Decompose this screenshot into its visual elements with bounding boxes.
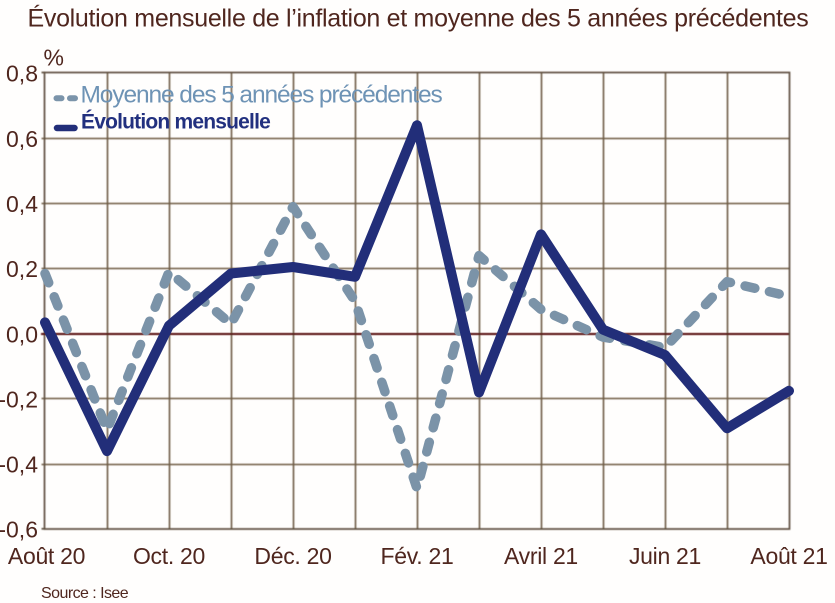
svg-text:%: % <box>44 45 64 71</box>
svg-text:Juin 21: Juin 21 <box>629 543 701 569</box>
svg-text:Fév. 21: Fév. 21 <box>381 543 454 569</box>
svg-text:Évolution mensuelle de l’infla: Évolution mensuelle de l’inflation et mo… <box>28 4 809 33</box>
svg-text:Déc. 20: Déc. 20 <box>254 543 331 569</box>
svg-text:0,4: 0,4 <box>6 191 38 217</box>
svg-text:Août 20: Août 20 <box>8 543 85 569</box>
svg-text:0,8: 0,8 <box>6 61 38 87</box>
svg-text:Avril 21: Avril 21 <box>504 543 578 569</box>
svg-text:-0,6: -0,6 <box>0 517 38 543</box>
svg-text:Août 21: Août 21 <box>750 543 827 569</box>
svg-text:0,2: 0,2 <box>6 256 38 282</box>
svg-text:Oct. 20: Oct. 20 <box>133 543 205 569</box>
svg-text:0,6: 0,6 <box>6 126 38 152</box>
svg-text:0,0: 0,0 <box>6 321 38 347</box>
svg-text:Évolution mensuelle: Évolution mensuelle <box>81 111 270 134</box>
svg-text:Moyenne des 5 années précédent: Moyenne des 5 années précédentes <box>81 82 443 109</box>
svg-text:-0,2: -0,2 <box>0 386 38 412</box>
svg-text:Source : Isee: Source : Isee <box>41 585 129 602</box>
svg-text:-0,4: -0,4 <box>0 452 38 478</box>
